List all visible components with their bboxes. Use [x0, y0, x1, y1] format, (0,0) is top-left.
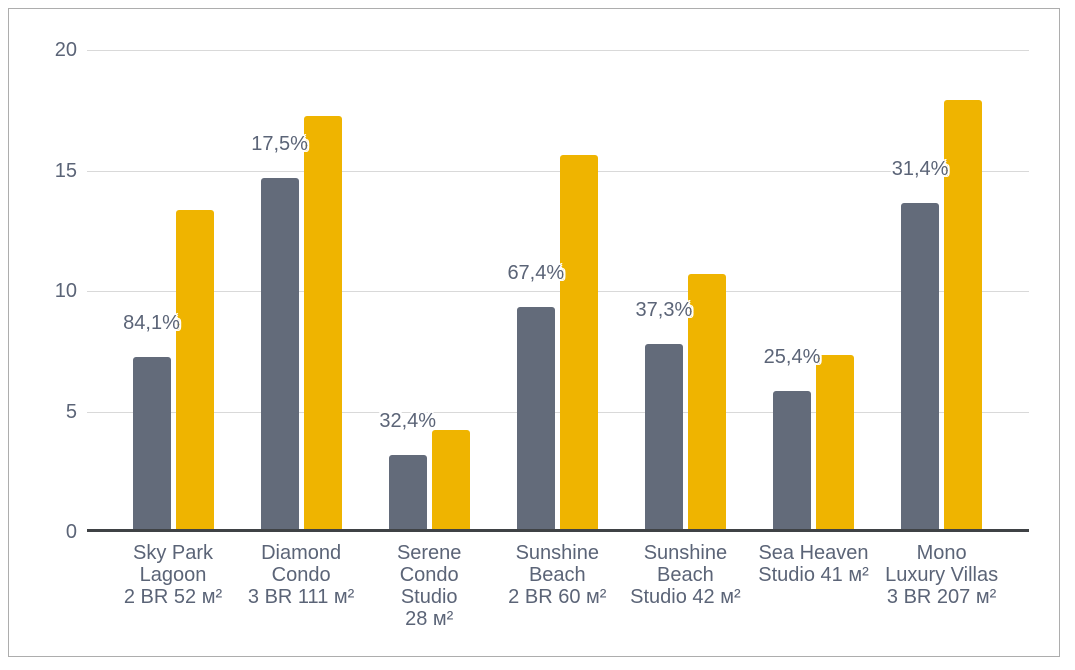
y-tick-label-0: 0 [65, 521, 77, 543]
bar-series-1-3 [516, 306, 555, 531]
bar-series-1-1 [260, 177, 299, 531]
x-axis-label-line: Lagoon [139, 564, 207, 586]
x-axis-label-line: 3 BR 111 м² [247, 586, 355, 608]
x-axis-label-line: Luxury Villas [885, 564, 999, 586]
bar-series-1-5 [773, 391, 811, 531]
x-axis-label-line: 2 BR 60 м² [508, 586, 607, 608]
x-axis-label-0: Sky Park Lagoon 2 BR 52 м² [98, 542, 248, 608]
x-axis-label-line: Beach [657, 564, 714, 586]
y-tick-label-5: 5 [65, 400, 77, 423]
x-axis-label-line: Sunshine [515, 542, 599, 564]
bar-series-2-6 [944, 99, 983, 531]
bar-series-2-0 [175, 210, 214, 531]
x-axis-label-line: 2 BR 52 м² [123, 586, 223, 608]
bar-data-label-0: 84,1% [123, 312, 180, 335]
x-axis-label-5: Sea Heaven Studio 41 м² [739, 542, 889, 586]
x-axis-label-line: 28 м² [405, 608, 454, 630]
x-axis-label-line: Serene [396, 542, 462, 564]
x-axis-label-line: Condo [271, 564, 331, 586]
bar-data-label-6: 31,4% [891, 158, 949, 181]
y-tick-label-10: 10 [54, 280, 77, 302]
x-axis-label-line: Sea Heaven [758, 542, 869, 564]
gridline-20 [87, 50, 1029, 51]
x-axis-label-line: Studio 42 м² [630, 586, 741, 608]
x-axis-line [87, 529, 1029, 532]
x-axis-label-line: Sky Park [132, 542, 214, 564]
x-axis-label-3: Sunshine Beach 2 BR 60 м² [482, 542, 632, 608]
x-axis-label-line: Studio 41 м² [758, 564, 869, 586]
gridline-15 [87, 170, 1029, 172]
x-axis-label-line: Mono [916, 542, 967, 564]
bar-series-2-2 [431, 429, 470, 531]
bar-data-label-5: 25,4% [763, 346, 821, 368]
x-axis-label-line: Diamond [261, 542, 342, 564]
bar-series-1-4 [644, 344, 683, 531]
bar-series-2-4 [687, 273, 726, 531]
bar-data-label-4: 37,3% [635, 299, 693, 322]
bar-data-label-2: 32,4% [379, 409, 437, 432]
bar-series-1-2 [388, 454, 427, 531]
y-tick-label-15: 15 [54, 159, 77, 182]
x-axis-label-line: Sunshine [643, 542, 728, 564]
gridline-10 [87, 291, 1029, 292]
bar-series-1-0 [132, 357, 171, 531]
bar-series-1-6 [901, 203, 940, 531]
gridline-5 [87, 411, 1029, 413]
y-tick-label-20: 20 [54, 39, 77, 61]
x-axis-label-line: 3 BR 207 м² [886, 586, 997, 608]
x-axis-label-line: Studio [400, 586, 458, 608]
x-axis-label-6: Mono Luxury Villas 3 BR 207 м² [867, 542, 1017, 608]
x-axis-label-4: Sunshine Beach Studio 42 м² [610, 542, 760, 608]
x-axis-label-line: Beach [528, 564, 586, 586]
x-axis-label-line: Condo [399, 564, 459, 586]
bar-data-label-1: 17,5% [251, 132, 308, 155]
bar-data-label-3: 67,4% [507, 261, 565, 284]
x-axis-label-1: Diamond Condo 3 BR 111 м² [226, 542, 376, 608]
x-axis-label-2: Serene Condo Studio 28 м² [354, 542, 504, 630]
bar-series-2-3 [559, 154, 598, 531]
bar-series-2-5 [816, 355, 854, 531]
bar-series-2-1 [303, 115, 342, 531]
